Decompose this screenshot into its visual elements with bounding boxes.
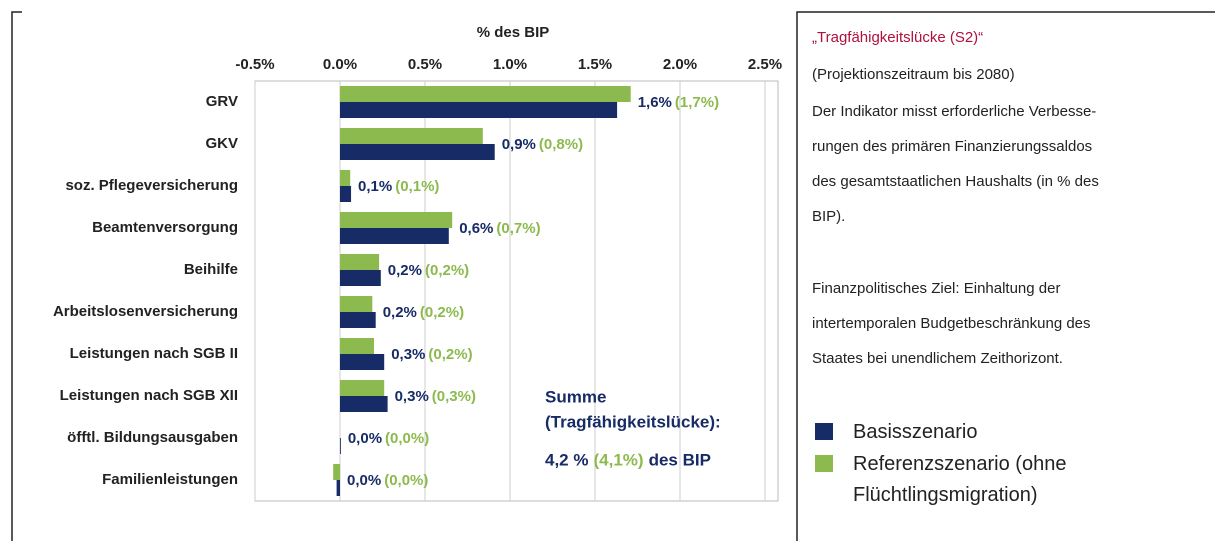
annotation-total: 4,2 % [545, 450, 588, 469]
value-label: 0,9% [502, 136, 536, 153]
x-tick-label: -0.5% [235, 56, 274, 73]
value-label: 0,0% [347, 472, 381, 489]
side-text: rungen des primären Finanzierungssaldos [812, 138, 1092, 155]
value-label: (0,8%) [539, 136, 583, 153]
side-text: Staates bei unendlichem Zeithorizont. [812, 350, 1063, 367]
y-tick-label: Beamtenversorgung [92, 219, 238, 236]
value-label: 1,6% [638, 94, 672, 111]
y-tick-label: Leistungen nach SGB II [70, 345, 238, 362]
side-text: Finanzpolitisches Ziel: Einhaltung der [812, 280, 1060, 297]
value-label: (1,7%) [675, 94, 719, 111]
value-label: (0,2%) [428, 346, 472, 363]
value-label: 0,6% [459, 220, 493, 237]
bar [340, 170, 351, 186]
bar [340, 270, 381, 286]
side-title: „Tragfähigkeitslücke (S2)“ [812, 29, 983, 46]
bar [340, 254, 380, 270]
bar [340, 312, 376, 328]
y-tick-label: GKV [205, 135, 238, 152]
side-subtitle: (Projektionszeitraum bis 2080) [812, 66, 1015, 83]
x-tick-label: 2.5% [748, 56, 782, 73]
value-label: (0,2%) [425, 262, 469, 279]
value-label: 0,0% [348, 430, 382, 447]
x-tick-label: 1.0% [493, 56, 527, 73]
value-label: (0,3%) [432, 388, 476, 405]
legend-swatch [815, 423, 833, 440]
annotation-total: des BIP [649, 450, 711, 469]
annotation: Summe [545, 387, 606, 406]
side-text: intertemporalen Budgetbeschränkung des [812, 315, 1091, 332]
frame [11, 11, 1215, 541]
bar [340, 338, 374, 354]
bar [340, 102, 618, 118]
y-tick-label: Familienleistungen [102, 471, 238, 488]
value-label: (0,0%) [384, 472, 428, 489]
x-tick-label: 0.0% [323, 56, 357, 73]
bar [340, 228, 449, 244]
value-label: 0,3% [395, 388, 429, 405]
value-label: (0,0%) [385, 430, 429, 447]
annotation-total: (4,1%) [593, 450, 643, 469]
value-label: 0,3% [391, 346, 425, 363]
y-tick-label: soz. Pflegeversicherung [65, 177, 238, 194]
bar [340, 380, 385, 396]
value-label: (0,2%) [420, 304, 464, 321]
legend-label: Referenzszenario (ohne Flüchtlingsmigrat… [853, 453, 1067, 506]
side-text: BIP). [812, 208, 845, 225]
bar [340, 438, 341, 454]
y-tick-label: öfftl. Bildungsausgaben [67, 429, 238, 446]
x-tick-label: 0.5% [408, 56, 442, 73]
y-tick-label: Arbeitslosenversicherung [53, 303, 238, 320]
legend-swatch [815, 455, 833, 472]
bar [333, 464, 340, 480]
frame-right [796, 11, 1215, 541]
bar [340, 144, 495, 160]
bar [336, 480, 340, 496]
side-text: Der Indikator misst erforderliche Verbes… [812, 103, 1096, 120]
y-tick-label: Leistungen nach SGB XII [60, 387, 238, 404]
frame-left [11, 11, 22, 541]
bar [340, 212, 453, 228]
bar [340, 86, 631, 102]
x-tick-label: 2.0% [663, 56, 697, 73]
y-tick-label: Beihilfe [184, 261, 238, 278]
annotation: (Tragfähigkeitslücke): [545, 412, 721, 431]
value-label: (0,1%) [395, 178, 439, 195]
x-axis-title: % des BIP [477, 24, 550, 41]
side-text: des gesamtstaatlichen Haushalts (in % de… [812, 173, 1099, 190]
value-label: (0,7%) [496, 220, 540, 237]
value-label: 0,1% [358, 178, 392, 195]
bar [340, 186, 352, 202]
bar [340, 296, 373, 312]
bar [340, 128, 483, 144]
value-label: 0,2% [388, 262, 422, 279]
x-tick-label: 1.5% [578, 56, 612, 73]
bar [340, 354, 385, 370]
value-label: 0,2% [383, 304, 417, 321]
bar [340, 396, 388, 412]
y-tick-label: GRV [206, 93, 238, 110]
legend-label: Basisszenario [853, 421, 978, 443]
